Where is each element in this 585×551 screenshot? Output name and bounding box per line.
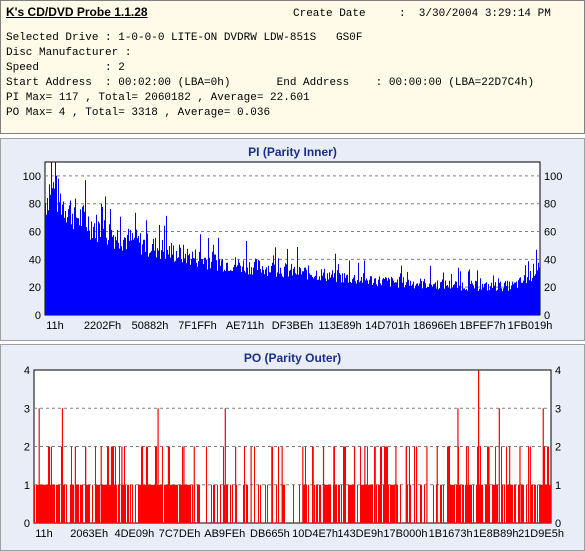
speed-line: Speed : 2	[6, 62, 125, 74]
po-x-tick: 10D4E7h	[292, 528, 338, 540]
po-x-tick: DB665h	[250, 528, 290, 540]
po-x-tick: 7C7DEh	[159, 528, 201, 540]
pi-y-tick-right: 60	[544, 227, 556, 239]
po-y-tick-right: 0	[555, 518, 561, 530]
po-y-tick-right: 4	[555, 365, 561, 377]
pi-y-tick-left: 40	[29, 254, 41, 266]
po-x-tick: 4DE09h	[114, 528, 154, 540]
pi-x-tick: 2202Fh	[84, 320, 121, 332]
pi-stats-line: PI Max= 117 , Total= 2060182 , Average= …	[6, 92, 310, 104]
pi-x-tick: AE711h	[226, 320, 264, 332]
po-y-tick-right: 2	[555, 442, 561, 454]
pi-chart-panel: PI (Parity Inner) 0 0 20 20 40 40 60 60 80 80 100 10…	[0, 138, 585, 341]
po-x-tick: 1B1673h	[429, 528, 473, 540]
pi-y-tick-left: 0	[35, 310, 41, 322]
pi-bars	[45, 162, 540, 315]
po-y-tick-left: 4	[24, 365, 30, 377]
pi-y-tick-left: 100	[23, 171, 41, 183]
po-chart-panel: PO (Parity Outer) 0 0 1 1 2 2 3 3 4 4 11h 2063Eh 4DE0…	[0, 344, 585, 551]
pi-chart: PI (Parity Inner) 0 0 20 20 40 40 60 60 80 80 100 10…	[23, 145, 563, 332]
pi-y-tick-right: 80	[544, 199, 556, 211]
pi-y-tick-right: 20	[544, 282, 556, 294]
po-y-tick-left: 0	[24, 518, 30, 530]
po-x-tick: 2063Eh	[70, 528, 108, 540]
disc-manufacturer-line: Disc Manufacturer :	[6, 47, 132, 59]
pi-y-tick-left: 20	[29, 282, 41, 294]
po-x-tick: 143DE9h	[337, 528, 383, 540]
info-panel: K's CD/DVD Probe 1.1.28 Create Date : 3/…	[0, 0, 585, 134]
po-x-tick: 1E8B89h	[473, 528, 518, 540]
po-y-tick-right: 1	[555, 480, 561, 492]
po-stats-line: PO Max= 4 , Total= 3318 , Average= 0.036	[6, 107, 271, 119]
pi-x-tick: 1BFEF7h	[459, 320, 505, 332]
pi-x-tick: 11h	[46, 320, 64, 332]
po-bars	[34, 446, 551, 523]
po-chart: PO (Parity Outer) 0 0 1 1 2 2 3 3 4 4 11h 2063Eh 4DE0…	[24, 351, 564, 540]
address-line: Start Address : 00:02:00 (LBA=0h) End Ad…	[6, 77, 535, 89]
pi-x-tick: 50882h	[132, 320, 169, 332]
pi-y-tick-right: 100	[544, 171, 562, 183]
po-y-tick-left: 2	[24, 442, 30, 454]
pi-x-tick: DF3BEh	[272, 320, 314, 332]
po-x-tick: 21D9E5h	[518, 528, 564, 540]
pi-x-tick: 1FB019h	[508, 320, 553, 332]
pi-x-tick: 18696Eh	[413, 320, 457, 332]
pi-y-tick-right: 40	[544, 254, 556, 266]
create-date-label: Create Date	[293, 8, 366, 20]
pi-y-tick-right: 0	[544, 310, 550, 322]
po-y-tick-right: 3	[555, 403, 561, 415]
pi-x-tick: 7F1FFh	[178, 320, 217, 332]
selected-drive-line: Selected Drive : 1-0-0-0 LITE-ON DVDRW L…	[6, 32, 363, 44]
pi-x-tick: 14D701h	[365, 320, 410, 332]
po-x-tick: AB9FEh	[204, 528, 245, 540]
create-date-value: : 3/30/2004 3:29:14 PM	[399, 8, 551, 20]
app-title: K's CD/DVD Probe 1.1.28	[6, 5, 148, 19]
po-x-tick: 17B000h	[383, 528, 427, 540]
po-y-tick-left: 1	[24, 480, 30, 492]
pi-x-tick: 113E89h	[318, 320, 361, 332]
po-chart-title: PO (Parity Outer)	[244, 351, 341, 365]
pi-y-tick-left: 80	[29, 199, 41, 211]
pi-chart-title: PI (Parity Inner)	[248, 145, 337, 159]
pi-y-tick-left: 60	[29, 227, 41, 239]
po-y-tick-left: 3	[24, 403, 30, 415]
po-x-tick: 11h	[35, 528, 53, 540]
